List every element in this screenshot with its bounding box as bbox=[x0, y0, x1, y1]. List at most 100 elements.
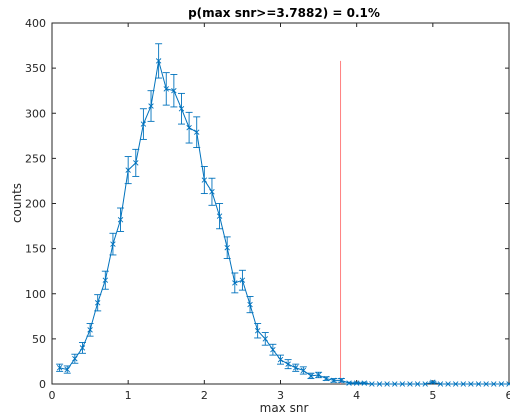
data-point-stroke bbox=[399, 381, 406, 387]
data-point bbox=[94, 300, 101, 306]
data-point-stroke bbox=[79, 345, 86, 351]
data-point bbox=[148, 103, 154, 109]
x-tick-label: 0 bbox=[49, 389, 56, 402]
data-point bbox=[293, 365, 299, 371]
y-tick-label: 350 bbox=[25, 62, 46, 75]
data-point bbox=[178, 106, 185, 112]
data-point bbox=[186, 124, 192, 131]
data-point bbox=[247, 301, 253, 308]
data-point-stroke bbox=[125, 167, 131, 173]
data-point bbox=[483, 381, 489, 387]
data-point bbox=[239, 277, 246, 283]
y-tick-label: 0 bbox=[39, 378, 46, 391]
y-tick-label: 100 bbox=[25, 288, 46, 301]
data-point bbox=[285, 361, 291, 367]
x-tick-label: 1 bbox=[125, 389, 132, 402]
x-tick-label: 3 bbox=[277, 389, 284, 402]
y-tick-label: 250 bbox=[25, 152, 46, 165]
chart-title: p(max snr>=3.7882) = 0.1% bbox=[188, 6, 380, 20]
data-point-stroke bbox=[262, 336, 268, 342]
data-point-stroke bbox=[460, 381, 467, 387]
data-point-stroke bbox=[110, 241, 116, 247]
x-axis-label: max snr bbox=[260, 401, 309, 415]
data-point bbox=[369, 381, 375, 387]
data-point-stroke bbox=[346, 380, 352, 386]
data-point-stroke bbox=[117, 217, 124, 223]
data-point bbox=[209, 189, 215, 195]
data-point bbox=[133, 160, 139, 166]
data-point-stroke bbox=[300, 367, 307, 374]
y-axis-label: counts bbox=[10, 183, 24, 223]
data-point bbox=[262, 336, 268, 342]
data-point bbox=[117, 217, 124, 223]
data-point-stroke bbox=[491, 381, 497, 387]
data-point-stroke bbox=[56, 365, 63, 371]
series-line bbox=[59, 60, 509, 385]
data-point bbox=[422, 381, 428, 387]
data-point bbox=[452, 381, 459, 387]
data-point bbox=[270, 346, 276, 353]
data-point-stroke bbox=[452, 381, 459, 387]
data-point-stroke bbox=[178, 106, 185, 112]
data-point-stroke bbox=[247, 301, 253, 308]
data-point-stroke bbox=[414, 381, 421, 387]
data-point-stroke bbox=[186, 124, 192, 131]
data-point bbox=[361, 380, 368, 386]
data-point bbox=[79, 345, 86, 351]
data-point bbox=[498, 381, 505, 387]
data-point-stroke bbox=[224, 245, 230, 251]
data-point bbox=[140, 121, 147, 127]
data-point-stroke bbox=[285, 361, 291, 367]
data-point-stroke bbox=[338, 377, 345, 384]
x-tick-label: 5 bbox=[429, 389, 436, 402]
plot-area bbox=[56, 43, 510, 387]
data-point bbox=[384, 381, 390, 387]
data-point-stroke bbox=[239, 277, 246, 283]
data-point bbox=[125, 167, 131, 173]
data-point bbox=[414, 381, 421, 387]
data-point bbox=[56, 365, 63, 371]
data-point bbox=[475, 381, 482, 387]
data-point bbox=[506, 381, 510, 387]
data-point-stroke bbox=[277, 356, 284, 363]
data-point-stroke bbox=[323, 375, 329, 382]
data-point-stroke bbox=[148, 103, 154, 109]
data-point bbox=[64, 366, 70, 373]
data-point-stroke bbox=[94, 300, 101, 306]
data-point bbox=[460, 381, 467, 387]
data-point bbox=[87, 327, 93, 333]
data-point-stroke bbox=[293, 365, 299, 371]
data-point bbox=[491, 381, 497, 387]
data-point-stroke bbox=[155, 58, 162, 64]
data-point bbox=[102, 277, 109, 283]
data-point-stroke bbox=[430, 379, 436, 385]
data-point-stroke bbox=[361, 380, 368, 386]
data-point bbox=[353, 380, 360, 386]
data-point bbox=[392, 381, 398, 387]
data-point-stroke bbox=[468, 381, 474, 387]
data-point-stroke bbox=[445, 381, 451, 387]
data-point-stroke bbox=[498, 381, 505, 387]
data-point-stroke bbox=[232, 280, 238, 286]
data-point bbox=[232, 280, 238, 286]
data-point bbox=[437, 381, 444, 387]
data-point bbox=[338, 377, 345, 384]
data-point-stroke bbox=[331, 377, 337, 384]
data-point-stroke bbox=[102, 277, 109, 283]
data-point bbox=[171, 87, 177, 94]
data-point bbox=[224, 245, 230, 251]
data-point-stroke bbox=[506, 382, 510, 387]
data-point bbox=[163, 86, 169, 92]
data-point bbox=[430, 379, 436, 385]
x-tick-label: 4 bbox=[353, 389, 360, 402]
data-point-stroke bbox=[353, 380, 360, 386]
data-point bbox=[308, 373, 314, 379]
data-point-stroke bbox=[171, 87, 177, 94]
data-point-stroke bbox=[422, 381, 428, 387]
y-tick-label: 200 bbox=[25, 198, 46, 211]
data-point bbox=[468, 381, 474, 387]
data-point bbox=[331, 377, 337, 384]
x-tick-label: 6 bbox=[506, 389, 510, 402]
data-point-stroke bbox=[437, 381, 444, 387]
data-point-stroke bbox=[72, 356, 78, 362]
